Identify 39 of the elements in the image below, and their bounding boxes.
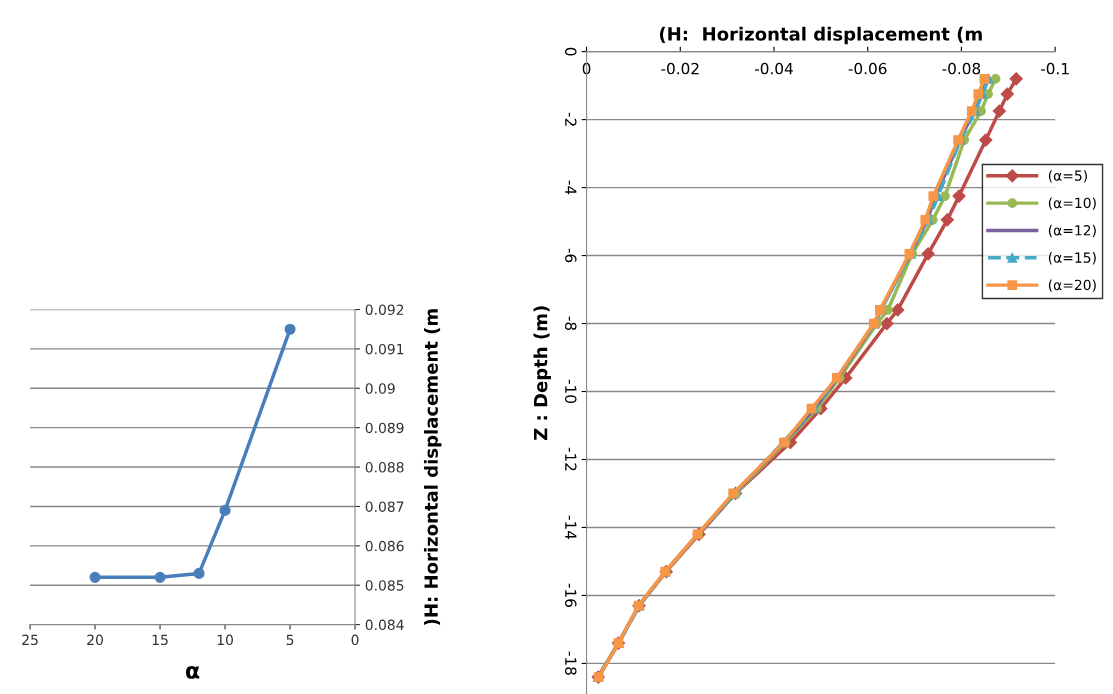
y-tick-label: 0.089 [365,422,404,434]
y-tick-label: -10 [565,379,577,403]
y-tick-label: 0.085 [365,580,404,591]
legend-label: (α=5) [1048,170,1087,183]
y-tick-label: -12 [565,447,577,471]
y-tick-label: 0.09 [365,383,395,394]
x-tick-label: 25 [22,634,38,646]
y-axis-title: )H: Horizontal displacement (m [423,309,442,625]
y-tick-label: -4 [565,180,577,195]
y-tick-label: -18 [565,651,577,675]
x-tick-label: -0.06 [848,62,887,75]
chart-title: (H: Horizontal displacement (m [659,26,982,45]
x-tick-label: -0.02 [661,62,699,75]
y-tick-label: -14 [565,515,577,540]
y-tick-label: -2 [565,112,577,126]
y-tick-label: 0.092 [365,304,404,315]
legend-label: (α=15) [1048,252,1096,265]
legend-label: (α=10) [1048,197,1096,210]
y-tick-label: 0.084 [365,619,404,631]
x-tick-label: -0.04 [754,62,793,75]
legend-label: (α=20) [1048,279,1096,292]
x-tick-label: 5 [286,634,294,646]
y-axis-title: Z : Depth (m) [533,306,551,441]
x-tick-label: 15 [152,634,168,646]
x-axis-title: α [185,666,200,679]
y-tick-label: -6 [565,248,577,263]
y-tick-label: -16 [565,583,577,607]
x-tick-label: 20 [87,634,103,646]
y-tick-label: 0.087 [365,501,404,512]
x-tick-label: 10 [217,634,233,646]
y-tick-label: 0 [565,47,577,56]
x-tick-label: -0.1 [1040,62,1069,75]
y-tick-label: 0.091 [365,343,404,355]
x-tick-label: -0.08 [942,62,981,75]
y-tick-label: 0.086 [365,540,404,552]
x-tick-label: 0 [351,634,359,646]
y-tick-label: 0.088 [365,462,404,473]
legend-label: (α=12) [1048,224,1096,238]
y-tick-label: -8 [565,316,577,331]
